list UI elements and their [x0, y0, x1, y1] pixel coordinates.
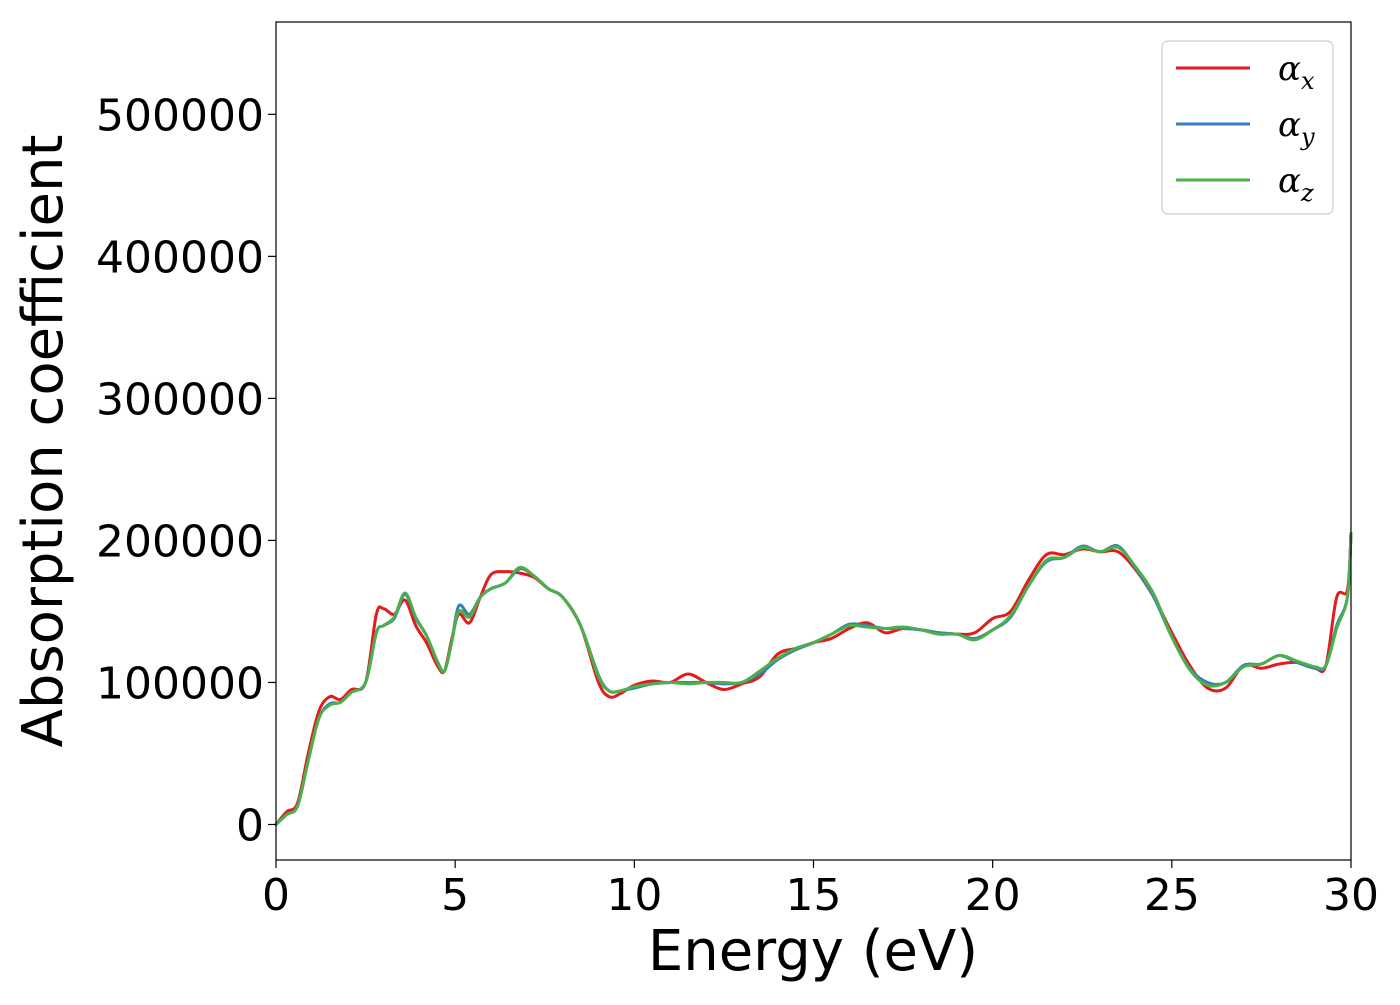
x-tick-label: 25 [1144, 870, 1200, 921]
y-axis-title: Absorption coefficient [11, 135, 76, 748]
y-tick-label: 400000 [96, 232, 264, 283]
legend-box [1161, 40, 1334, 215]
y-axis: 0 100000 200000 300000 400000 500000 [96, 90, 276, 851]
x-tick-label: 10 [606, 870, 662, 921]
series-layer [274, 531, 1353, 826]
y-tick-label: 500000 [96, 90, 264, 141]
y-tick-label: 100000 [96, 658, 264, 709]
legend-label-alpha-z: αz [1278, 161, 1314, 207]
legend-label-alpha-x: αx [1278, 49, 1315, 95]
legend: αx αy αz [1161, 40, 1334, 215]
x-tick-label: 30 [1323, 870, 1379, 921]
y-tick-label: 200000 [96, 516, 264, 567]
y-tick-label: 0 [236, 800, 264, 851]
y-tick-label: 300000 [96, 374, 264, 425]
x-tick-label: 15 [786, 870, 842, 921]
x-axis: 0 5 10 15 20 25 30 [262, 860, 1379, 921]
x-tick-label: 5 [441, 870, 469, 921]
series-line-alpha-z [274, 531, 1353, 826]
x-tick-label: 0 [262, 870, 290, 921]
x-axis-title: Energy (eV) [648, 919, 978, 984]
x-tick-label: 20 [965, 870, 1021, 921]
legend-label-alpha-y: αy [1278, 105, 1315, 151]
series-line-alpha-y [274, 531, 1353, 826]
series-line-alpha-x [274, 531, 1353, 826]
